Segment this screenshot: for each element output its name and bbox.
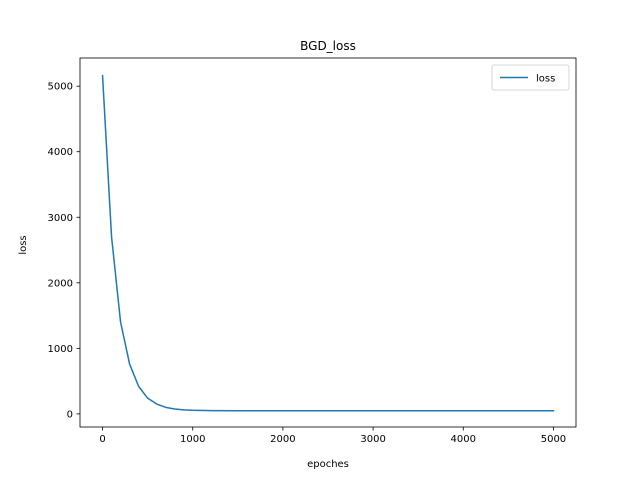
x-tick-label: 0 [99,434,105,445]
plot-area: 0 1000 2000 3000 4000 5000 0 1000 2000 3000 4000 50… [48,57,577,445]
y-tick-label: 4000 [48,147,73,158]
y-tick-label: 3000 [48,213,73,224]
y-tick-label: 0 [67,409,73,420]
legend-box [491,64,570,91]
legend: loss [491,64,570,91]
y-tick-label: 5000 [48,82,73,93]
x-tick-label: 5000 [541,434,566,445]
x-tick-label: 4000 [451,434,476,445]
x-tick-label: 2000 [270,434,295,445]
chart-title: BGD_loss [300,39,356,53]
legend-label: loss [536,74,555,85]
series-line-loss [101,74,555,412]
x-tick-label: 3000 [360,434,385,445]
y-axis-title: loss [18,235,29,254]
axes-frame [79,57,577,428]
y-tick-label: 2000 [48,278,73,289]
x-tick-label: 1000 [180,434,205,445]
y-tick-label: 1000 [48,344,73,355]
x-axis-title: epoches [307,459,349,470]
